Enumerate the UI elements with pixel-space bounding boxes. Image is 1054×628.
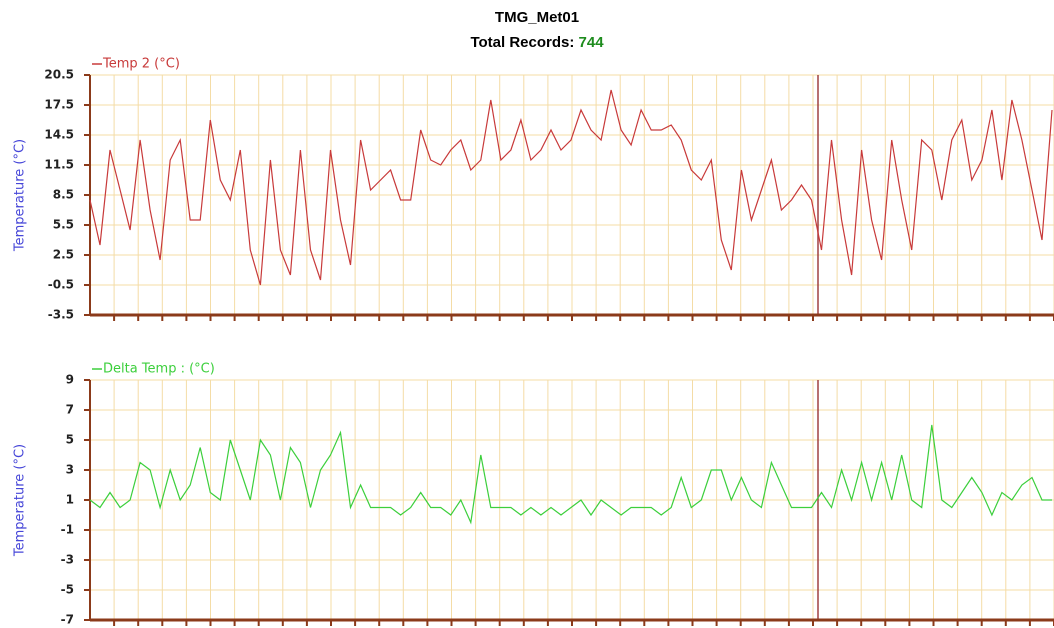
y-tick-label: 8.5 — [53, 188, 74, 202]
series-line — [89, 89, 1053, 286]
chart-title: TMG_Met01 — [495, 9, 579, 26]
legend-label: Temp 2 (°C) — [102, 57, 180, 72]
y-tick-label: -1 — [61, 523, 74, 537]
y-tick-label: -3 — [61, 553, 74, 567]
y-tick-label: 20.5 — [44, 68, 74, 82]
y-tick-label: -3.5 — [48, 308, 74, 322]
legend-label: Delta Temp : (°C) — [103, 362, 215, 377]
records-label: Total Records: — [470, 34, 574, 51]
y-tick-label: 5.5 — [53, 218, 74, 232]
subtitle: Total Records: 744 — [470, 34, 604, 51]
series-line — [89, 424, 1052, 525]
y-tick-label: -0.5 — [48, 278, 74, 292]
y-tick-label: 2.5 — [53, 248, 74, 262]
y-tick-label: 17.5 — [44, 98, 74, 112]
y-tick-label: 1 — [66, 493, 74, 507]
y-tick-label: -5 — [61, 583, 74, 597]
y-tick-label: -7 — [61, 613, 74, 627]
y-tick-label: 5 — [66, 433, 74, 447]
y-tick-label: 3 — [66, 463, 74, 477]
y-axis-label: Temperature (°C) — [13, 139, 28, 252]
records-count: 744 — [579, 34, 605, 51]
y-tick-label: 9 — [66, 373, 74, 387]
y-tick-label: 7 — [66, 403, 74, 417]
y-tick-label: 11.5 — [44, 158, 74, 172]
y-axis-label: Temperature (°C) — [13, 444, 28, 557]
y-tick-label: 14.5 — [44, 128, 74, 142]
